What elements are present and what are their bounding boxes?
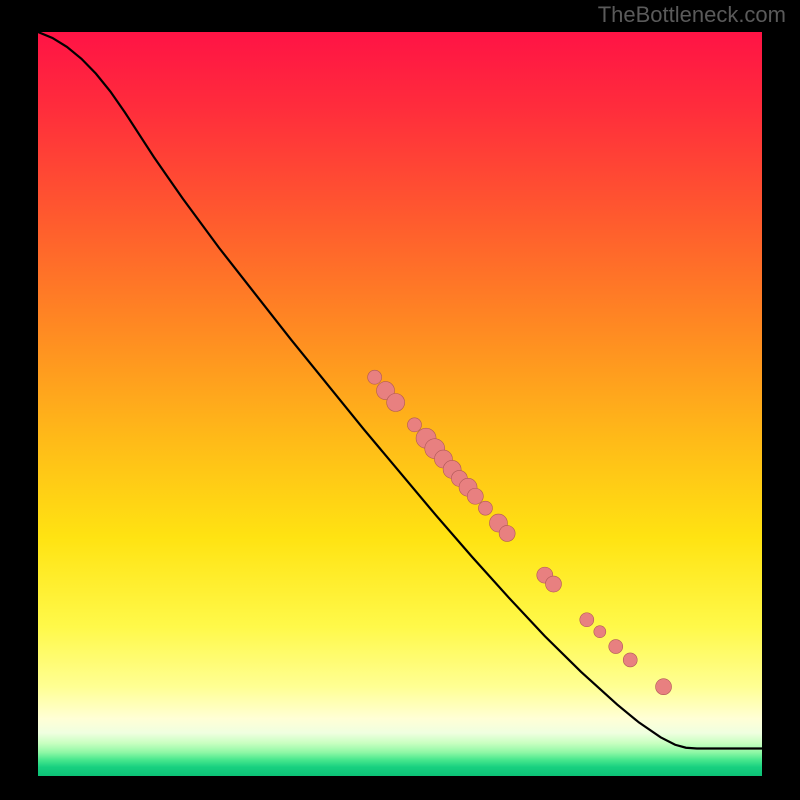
data-point <box>594 626 606 638</box>
chart-svg <box>0 0 800 800</box>
data-point <box>580 613 594 627</box>
data-point <box>545 576 561 592</box>
data-point <box>368 370 382 384</box>
data-point <box>387 394 405 412</box>
attribution-label: TheBottleneck.com <box>598 2 786 28</box>
data-point <box>407 418 421 432</box>
data-point <box>499 525 515 541</box>
data-point <box>623 653 637 667</box>
data-point <box>609 640 623 654</box>
data-point <box>467 488 483 504</box>
chart-stage: TheBottleneck.com <box>0 0 800 800</box>
data-point <box>478 501 492 515</box>
data-point <box>656 679 672 695</box>
